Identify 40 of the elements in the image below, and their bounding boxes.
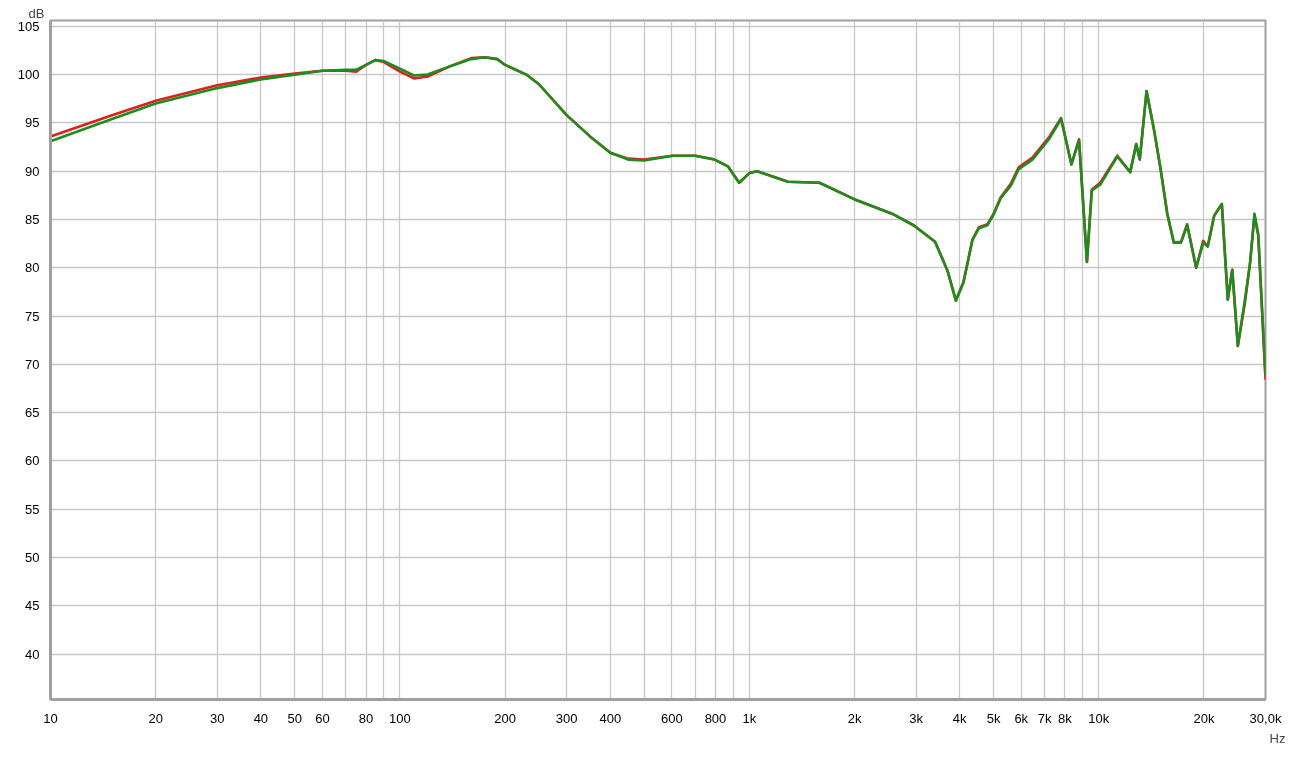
x-tick-label: 20k bbox=[1193, 710, 1215, 726]
x-tick-label: 200 bbox=[494, 710, 516, 726]
x-tick-label: 8k bbox=[1058, 710, 1073, 726]
x-tick-label: 60 bbox=[315, 710, 330, 726]
x-tick-label: 80 bbox=[358, 710, 374, 726]
y-tick-label: 100 bbox=[17, 67, 40, 83]
y-tick-label: 45 bbox=[25, 598, 40, 614]
y-tick-label: 50 bbox=[25, 550, 40, 566]
x-tick-label: 400 bbox=[599, 710, 622, 726]
x-tick-label: 10k bbox=[1088, 710, 1110, 726]
y-tick-label: 95 bbox=[25, 115, 40, 131]
y-tick-label: 80 bbox=[25, 260, 40, 276]
y-tick-label: 65 bbox=[25, 405, 40, 421]
x-tick-label: 2k bbox=[847, 710, 862, 726]
y-tick-label: 55 bbox=[25, 501, 40, 517]
x-tick-label: 600 bbox=[660, 710, 683, 726]
x-tick-label: 50 bbox=[287, 710, 302, 726]
y-tick-label: 85 bbox=[25, 211, 40, 227]
y-tick-label: 105 bbox=[17, 18, 40, 34]
y-tick-label: 90 bbox=[25, 163, 40, 179]
x-axis-title: Hz bbox=[1269, 730, 1286, 746]
y-tick-label: 70 bbox=[25, 356, 40, 372]
y-tick-label: 60 bbox=[25, 453, 40, 469]
y-tick-label: 40 bbox=[25, 646, 40, 662]
x-tick-label: 300 bbox=[555, 710, 578, 726]
x-tick-label: 3k bbox=[909, 710, 924, 726]
x-tick-label: 4k bbox=[952, 710, 968, 726]
x-tick-label: 1k bbox=[742, 710, 757, 726]
x-tick-label: 800 bbox=[704, 710, 727, 726]
x-tick-label: 10 bbox=[43, 710, 58, 726]
x-tick-label: 40 bbox=[253, 710, 269, 726]
x-tick-label: 30,0k bbox=[1249, 710, 1282, 726]
x-tick-label: 100 bbox=[389, 710, 411, 726]
x-tick-label: 30 bbox=[209, 710, 225, 726]
x-tick-label: 6k bbox=[1014, 710, 1029, 726]
y-tick-label: 75 bbox=[25, 308, 40, 324]
x-tick-label: 5k bbox=[986, 710, 1001, 726]
x-tick-label: 20 bbox=[148, 710, 163, 726]
y-axis-title: dB bbox=[28, 5, 45, 21]
x-tick-label: 7k bbox=[1037, 710, 1053, 726]
